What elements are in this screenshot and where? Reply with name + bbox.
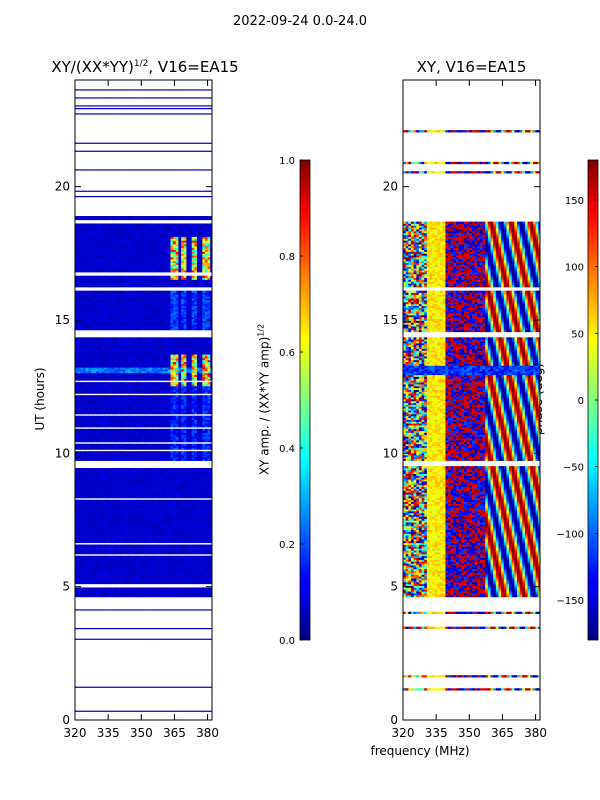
x-tick-label: 350 [458,726,481,740]
phase-panel-title: XY, V16=EA15 [403,58,540,76]
y-tick-label: 10 [55,446,70,460]
x-tick-label: 365 [491,726,514,740]
x-tick-label: 320 [64,726,87,740]
y-tick-label: 0 [390,713,398,727]
y-tick-label: 15 [383,313,398,327]
figure-title: 2022-09-24 0.0-24.0 [0,14,600,29]
phase-axes-frame [402,79,541,721]
amp-axes-frame [74,79,213,721]
amp-colorbar [299,159,311,641]
amp-colorbar-tick: 0.6 [279,348,295,359]
y-tick-label: 10 [383,446,398,460]
y-tick-label: 20 [55,180,70,194]
amp-colorbar-tick: 1.0 [279,156,295,167]
amp-title-prefix: XY/(XX*YY) [51,58,134,76]
phase-colorbar-tick: 50 [571,329,584,340]
x-tick-label: 335 [425,726,448,740]
amp-colorbar-tick: 0.0 [279,636,295,647]
x-tick-label: 365 [163,726,186,740]
amp-heatmap [75,89,212,712]
amp-colorbar-tick: 0.2 [279,540,295,551]
phase-xlabel: frequency (MHz) [340,744,500,758]
y-tick-label: 15 [55,313,70,327]
phase-heatmap [403,130,540,691]
phase-colorbar-tick: −50 [563,463,584,474]
phase-colorbar-tick: −100 [557,529,584,540]
y-tick-label: 20 [383,180,398,194]
x-tick-label: 350 [130,726,153,740]
amp-title-suffix: , V16=EA15 [148,58,238,76]
amp-title-exponent: 1/2 [134,59,148,69]
phase-colorbar-tick: −150 [557,596,584,607]
x-tick-label: 380 [196,726,219,740]
x-tick-label: 335 [97,726,120,740]
y-tick-label: 5 [390,580,398,594]
x-tick-label: 320 [392,726,415,740]
phase-colorbar-tick: 150 [565,196,584,207]
x-tick-label: 380 [524,726,547,740]
phase-colorbar-tick: 100 [565,263,584,274]
amp-colorbar-tick: 0.8 [279,252,295,263]
amp-colorbar-tick: 0.4 [279,444,295,455]
phase-colorbar-tick: 0 [578,396,584,407]
amp-panel-title: XY/(XX*YY)1/2, V16=EA15 [40,58,250,76]
y-tick-label: 5 [62,580,70,594]
y-tick-label: 0 [62,713,70,727]
